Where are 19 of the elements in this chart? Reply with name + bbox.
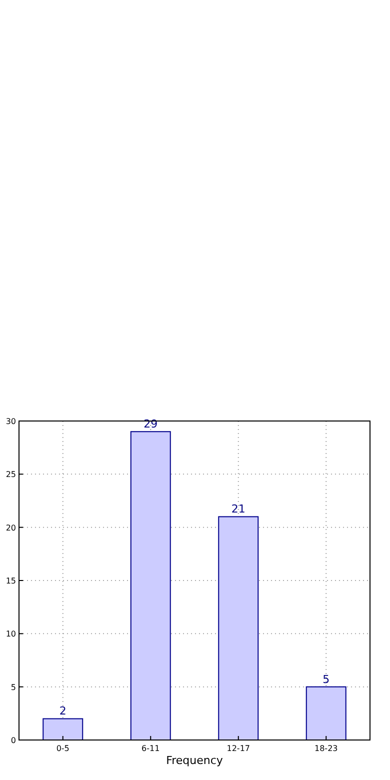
bar — [218, 516, 259, 740]
x-tick-label: 18-23 — [314, 744, 338, 753]
y-tick-label: 25 — [6, 470, 16, 480]
x-tick-label: 0-5 — [56, 744, 70, 753]
x-axis-title: Frequency — [166, 754, 224, 767]
y-tick-label: 15 — [6, 576, 16, 586]
y-tick-label: 0 — [10, 736, 16, 745]
bar — [130, 431, 171, 740]
x-tick-label: 12-17 — [226, 744, 250, 753]
data-label: 2 — [59, 704, 66, 718]
x-tick-label: 6-11 — [142, 744, 160, 753]
y-tick-label: 10 — [6, 630, 16, 639]
data-label: 5 — [322, 672, 330, 686]
bar — [306, 686, 346, 740]
y-tick-label: 30 — [6, 417, 16, 426]
bar — [42, 718, 84, 740]
data-label: 21 — [231, 502, 246, 516]
y-tick-label: 20 — [6, 523, 16, 532]
y-tick-label: 5 — [10, 682, 16, 692]
